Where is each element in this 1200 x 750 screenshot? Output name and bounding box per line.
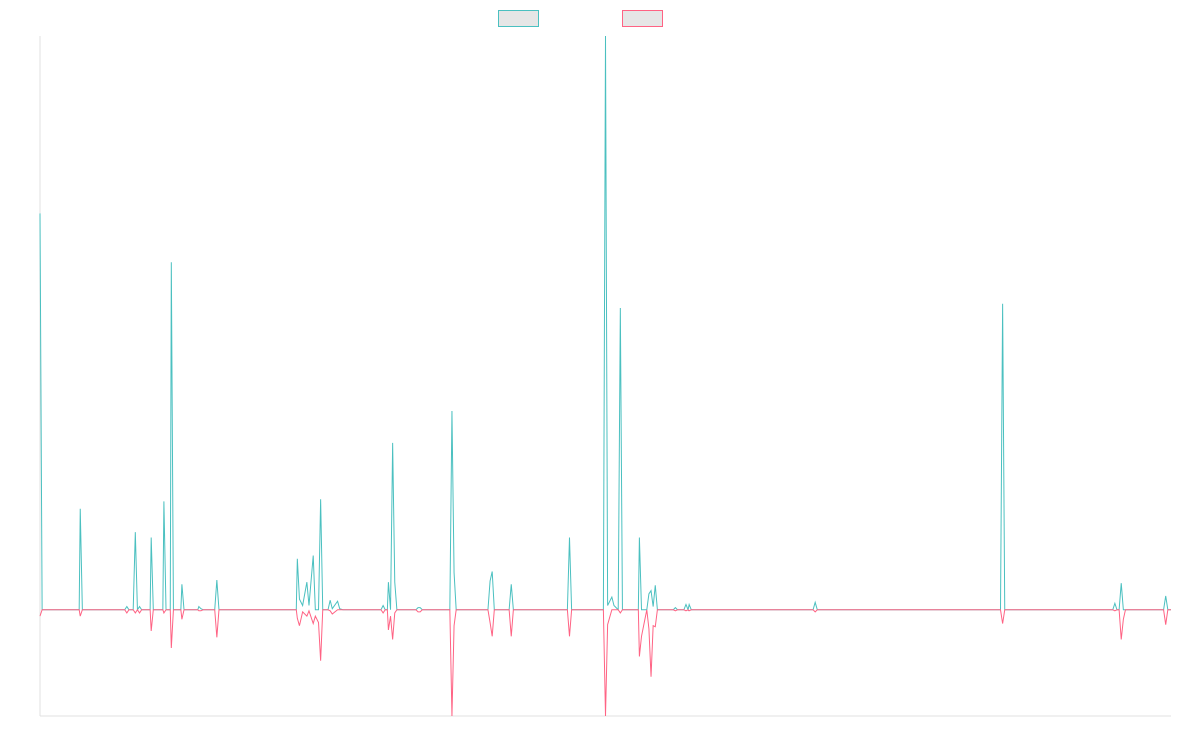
legend-swatch-2[interactable] — [622, 10, 663, 27]
series-layer — [39, 35, 1171, 717]
legend-swatch-1[interactable] — [498, 10, 539, 27]
legend[interactable] — [498, 10, 663, 27]
series-line-1 — [39, 35, 1171, 612]
series-line-2 — [39, 608, 1171, 717]
